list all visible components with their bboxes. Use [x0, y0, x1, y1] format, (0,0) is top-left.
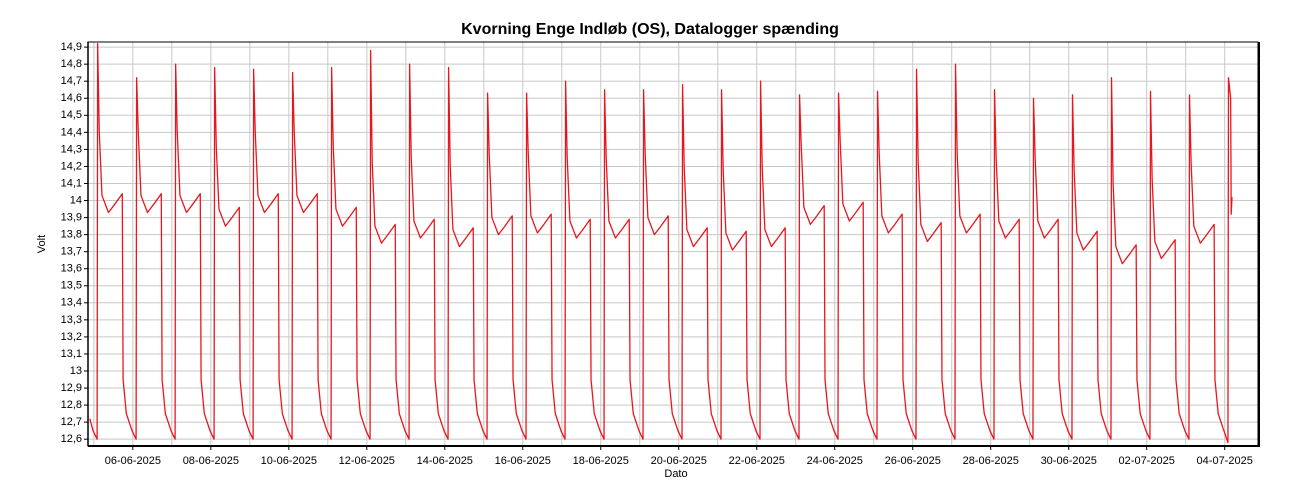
y-tick-label: 14,7 [61, 75, 82, 87]
chart-title: Kvorning Enge Indløb (OS), Datalogger sp… [461, 21, 839, 38]
x-tick-label: 14-06-2025 [417, 455, 473, 467]
marks [89, 43, 1233, 444]
y-tick-label: 13,4 [61, 297, 82, 309]
y-tick-label: 14,2 [61, 160, 82, 172]
x-tick-label: 04-07-2025 [1197, 455, 1253, 467]
x-axis-label: Dato [664, 468, 687, 480]
y-tick-label: 14,5 [61, 109, 82, 121]
y-tick-label: 13,7 [61, 246, 82, 258]
x-tick-label: 30-06-2025 [1041, 455, 1097, 467]
y-tick-label: 13,1 [61, 348, 82, 360]
x-tick-label: 02-07-2025 [1119, 455, 1175, 467]
y-tick-label: 14,3 [61, 143, 82, 155]
y-tick-label: 14,6 [61, 92, 82, 104]
y-tick-label: 13,9 [61, 211, 82, 223]
y-tick-label: 14,8 [61, 58, 82, 70]
x-tick-label: 06-06-2025 [105, 455, 161, 467]
x-tick-label: 10-06-2025 [261, 455, 317, 467]
grid [88, 42, 1258, 446]
y-tick-label: 13,5 [61, 280, 82, 292]
y-tick-label: 13,2 [61, 331, 82, 343]
y-tick-label: 12,6 [61, 433, 82, 445]
x-tick-label: 12-06-2025 [339, 455, 395, 467]
x-tick-label: 20-06-2025 [651, 455, 707, 467]
y-tick-label: 14 [70, 194, 82, 206]
y-tick-label: 13 [70, 365, 82, 377]
x-tick-label: 18-06-2025 [573, 455, 629, 467]
y-tick-label: 12,9 [61, 382, 82, 394]
y-tick-label: 13,8 [61, 229, 82, 241]
x-tick-label: 28-06-2025 [963, 455, 1019, 467]
y-tick-label: 12,8 [61, 399, 82, 411]
y-tick-label: 14,4 [61, 126, 82, 138]
x-tick-label: 08-06-2025 [183, 455, 239, 467]
x-tick-label: 26-06-2025 [885, 455, 941, 467]
data-line [89, 43, 1233, 444]
x-tick-label: 22-06-2025 [729, 455, 785, 467]
y-tick-label: 14,1 [61, 177, 82, 189]
y-axis-label: Volt [36, 235, 48, 253]
plot-area [88, 42, 1258, 446]
y-tick-label: 13,3 [61, 314, 82, 326]
y-tick-label: 14,9 [61, 41, 82, 53]
x-tick-label: 24-06-2025 [807, 455, 863, 467]
y-tick-label: 13,6 [61, 263, 82, 275]
x-tick-label: 16-06-2025 [495, 455, 551, 467]
y-tick-label: 12,7 [61, 416, 82, 428]
